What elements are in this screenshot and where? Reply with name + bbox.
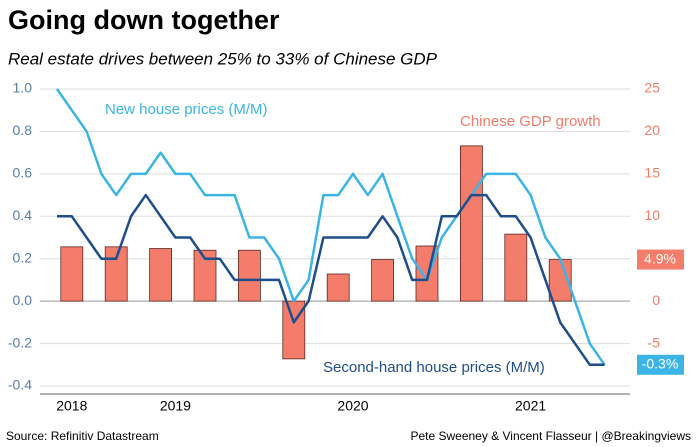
y2-tick-label: 15 [644, 165, 660, 181]
y-tick-label: 0.0 [13, 292, 33, 308]
bar [149, 248, 173, 302]
chart-title: Going down together [8, 5, 280, 35]
x-tick-label: 2021 [515, 398, 546, 414]
x-tick-label: 2018 [56, 398, 87, 414]
y-tick-label: 0.2 [13, 249, 33, 265]
y2-tick-label: 20 [644, 122, 660, 138]
y-tick-label: 1.0 [13, 80, 33, 96]
bar [459, 145, 483, 302]
y-tick-label: -0.4 [8, 377, 32, 393]
y-tick-label: 0.8 [13, 122, 33, 138]
bar [371, 259, 395, 302]
y-tick-label: 0.6 [13, 165, 33, 181]
bar [504, 233, 528, 302]
y2-tick-label: 0 [652, 292, 660, 308]
value-label: -0.3% [642, 355, 679, 371]
bar [104, 246, 128, 302]
bar [60, 246, 84, 302]
y2-tick-label: 10 [644, 207, 660, 223]
series-label: Chinese GDP growth [460, 113, 601, 130]
y2-tick-label: -5 [648, 334, 661, 350]
x-tick-label: 2019 [160, 398, 191, 414]
x-tick-label: 2020 [337, 398, 368, 414]
y-tick-label: -0.2 [8, 334, 32, 350]
line [57, 193, 605, 367]
series-label: Second-hand house prices (M/M) [323, 359, 545, 376]
bar [193, 249, 217, 302]
value-label-bg [637, 354, 684, 375]
bar [237, 249, 261, 302]
chart-subtitle: Real estate drives between 25% to 33% of… [8, 49, 438, 68]
bar [326, 273, 350, 302]
value-label: 4.9% [644, 250, 676, 266]
y-tick-label: 0.4 [13, 207, 33, 223]
series-label: New house prices (M/M) [105, 101, 268, 118]
y2-tick-label: 25 [644, 80, 660, 96]
value-label-bg [637, 249, 684, 270]
line [55, 88, 606, 366]
credit: Pete Sweeney & Vincent Flasseur | @Break… [410, 429, 691, 443]
source: Source: Refinitiv Datastream [6, 429, 159, 443]
